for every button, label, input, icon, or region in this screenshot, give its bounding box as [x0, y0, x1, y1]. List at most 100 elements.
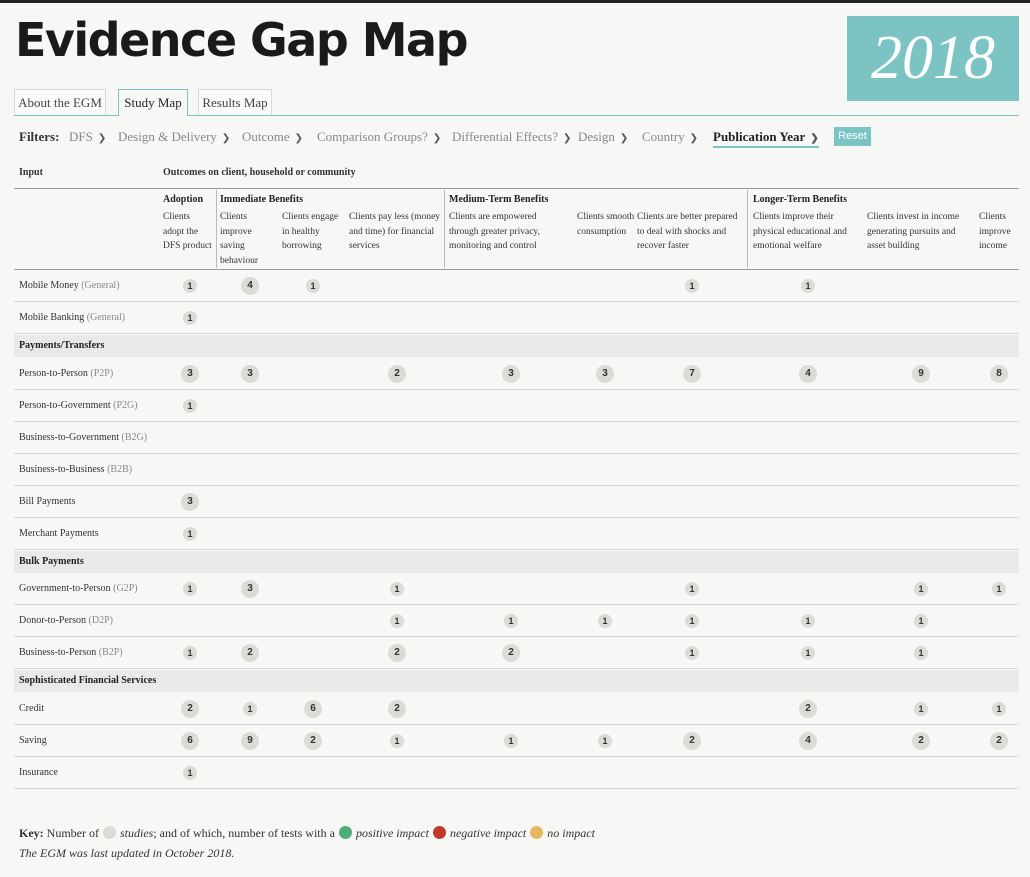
study-count-badge[interactable]: 2 — [502, 644, 520, 662]
row-divider — [14, 517, 1019, 518]
study-count-badge[interactable]: 2 — [683, 732, 701, 750]
study-count-badge[interactable]: 1 — [801, 646, 815, 660]
study-count-badge[interactable]: 1 — [504, 734, 518, 748]
outcomes-header: Outcomes on client, household or communi… — [163, 167, 356, 178]
tab-results-map[interactable]: Results Map — [198, 89, 272, 115]
key-text: Number of — [46, 826, 99, 840]
section-label: Bulk Payments — [19, 556, 84, 567]
study-count-badge[interactable]: 4 — [241, 277, 259, 295]
section-label: Payments/Transfers — [19, 340, 105, 351]
studies-dot-icon — [102, 826, 116, 839]
reset-button[interactable]: Reset — [834, 127, 871, 146]
study-count-badge[interactable]: 4 — [799, 365, 817, 383]
filter-outcome[interactable]: Outcome ❯ — [242, 129, 304, 144]
study-count-badge[interactable]: 2 — [799, 700, 817, 718]
col-header: Clients engage in healthy borrowing — [282, 212, 339, 251]
study-count-badge[interactable]: 6 — [304, 700, 322, 718]
section-header: Bulk Payments — [14, 551, 1019, 573]
chevron-down-icon: ❯ — [563, 133, 572, 144]
study-count-badge[interactable]: 2 — [304, 732, 322, 750]
study-count-badge[interactable]: 1 — [183, 279, 197, 293]
tab-study-map[interactable]: Study Map — [118, 89, 188, 116]
study-count-badge[interactable]: 2 — [388, 644, 406, 662]
study-count-badge[interactable]: 1 — [685, 279, 699, 293]
study-count-badge[interactable]: 1 — [183, 527, 197, 541]
study-count-badge[interactable]: 1 — [914, 582, 928, 596]
study-count-badge[interactable]: 1 — [390, 582, 404, 596]
chevron-down-icon: ❯ — [689, 133, 699, 144]
row-divider — [14, 788, 1019, 789]
study-count-badge[interactable]: 1 — [504, 614, 518, 628]
study-count-badge[interactable]: 1 — [992, 582, 1006, 596]
study-count-badge[interactable]: 1 — [801, 279, 815, 293]
study-count-badge[interactable]: 1 — [183, 766, 197, 780]
tab-about[interactable]: About the EGM — [14, 89, 106, 115]
study-count-badge[interactable]: 2 — [990, 732, 1008, 750]
no-impact-dot-icon — [530, 826, 544, 839]
filter-dfs[interactable]: DFS ❯ — [69, 129, 107, 144]
study-count-badge[interactable]: 1 — [183, 582, 197, 596]
study-count-badge[interactable]: 4 — [799, 732, 817, 750]
study-count-badge[interactable]: 3 — [241, 365, 259, 383]
key-studies: studies — [119, 826, 154, 840]
row-divider — [14, 668, 1019, 669]
study-count-badge[interactable]: 2 — [181, 700, 199, 718]
row-label: Bill Payments — [19, 496, 76, 507]
filter-comparison-groups[interactable]: Comparison Groups? ❯ — [317, 129, 442, 144]
study-count-badge[interactable]: 1 — [306, 279, 320, 293]
year-badge: 2018 — [847, 16, 1019, 101]
study-count-badge[interactable]: 1 — [685, 646, 699, 660]
filter-design-delivery[interactable]: Design & Delivery ❯ — [118, 129, 231, 144]
study-count-badge[interactable]: 2 — [241, 644, 259, 662]
study-count-badge[interactable]: 7 — [683, 365, 701, 383]
filter-publication-year[interactable]: Publication Year ❯ — [713, 129, 819, 148]
filter-differential-effects[interactable]: Differential Effects? ❯ — [452, 129, 572, 144]
study-count-badge[interactable]: 1 — [183, 311, 197, 325]
study-count-badge[interactable]: 1 — [390, 614, 404, 628]
section-label: Sophisticated Financial Services — [19, 675, 157, 686]
study-count-badge[interactable]: 1 — [390, 734, 404, 748]
group-divider — [444, 190, 445, 268]
filter-design[interactable]: Design ❯ — [578, 129, 629, 144]
study-count-badge[interactable]: 1 — [685, 614, 699, 628]
study-count-badge[interactable]: 1 — [914, 646, 928, 660]
row-divider — [14, 604, 1019, 605]
study-count-badge[interactable]: 8 — [990, 365, 1008, 383]
col-header: Clients improve their physical education… — [753, 212, 847, 251]
filter-country[interactable]: Country ❯ — [642, 129, 699, 144]
study-count-badge[interactable]: 1 — [801, 614, 815, 628]
negative-dot-icon — [432, 826, 446, 839]
col-header: Clients are empowered through greater pr… — [449, 212, 540, 251]
row-label: Saving — [19, 735, 47, 746]
study-count-badge[interactable]: 1 — [183, 399, 197, 413]
key-no-impact: no impact — [547, 826, 595, 840]
study-count-badge[interactable]: 3 — [596, 365, 614, 383]
study-count-badge[interactable]: 2 — [388, 365, 406, 383]
study-count-badge[interactable]: 1 — [183, 646, 197, 660]
study-count-badge[interactable]: 2 — [388, 700, 406, 718]
chevron-down-icon: ❯ — [221, 133, 231, 144]
chevron-down-icon: ❯ — [294, 133, 304, 144]
row-divider — [14, 756, 1019, 757]
study-count-badge[interactable]: 3 — [181, 493, 199, 511]
study-count-badge[interactable]: 1 — [243, 702, 257, 716]
study-count-badge[interactable]: 3 — [502, 365, 520, 383]
legend-key: Key: Number of studies; and of which, num… — [19, 826, 595, 841]
study-count-badge[interactable]: 1 — [992, 702, 1006, 716]
study-count-badge[interactable]: 3 — [241, 580, 259, 598]
study-count-badge[interactable]: 6 — [181, 732, 199, 750]
study-count-badge[interactable]: 9 — [912, 365, 930, 383]
col-header: Clients are better prepared to deal with… — [637, 212, 738, 251]
study-count-badge[interactable]: 1 — [685, 582, 699, 596]
study-count-badge[interactable]: 1 — [598, 614, 612, 628]
study-count-badge[interactable]: 1 — [598, 734, 612, 748]
key-positive: positive impact — [355, 826, 429, 840]
tab-bar: About the EGM Study Map Results Map — [14, 89, 1019, 116]
study-count-badge[interactable]: 3 — [181, 365, 199, 383]
group-divider — [747, 190, 748, 268]
study-count-badge[interactable]: 1 — [914, 614, 928, 628]
row-divider — [14, 389, 1019, 390]
study-count-badge[interactable]: 1 — [914, 702, 928, 716]
study-count-badge[interactable]: 9 — [241, 732, 259, 750]
study-count-badge[interactable]: 2 — [912, 732, 930, 750]
